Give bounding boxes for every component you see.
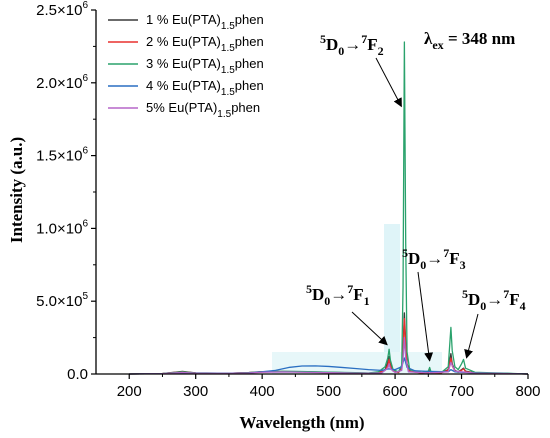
y-tick-label: 2.0×106 xyxy=(36,73,88,92)
x-axis-ticks: 200 300 400 500 600 700 800 xyxy=(117,374,541,400)
y-tick-label: 1.0×106 xyxy=(36,218,88,237)
x-tick-label: 800 xyxy=(515,383,540,400)
x-tick-label: 400 xyxy=(250,383,275,400)
annotation-arrow-f3 xyxy=(417,271,434,362)
legend-label-3: 3 % Eu(PTA)1.5phen xyxy=(146,56,264,76)
annotation-f3: 5D0→7F3 xyxy=(402,246,466,272)
x-tick-label: 200 xyxy=(117,383,142,400)
plot-area xyxy=(129,41,529,375)
annotations: 5D0→7F2 5D0→7F3 5D0→7F1 5D0→7F4 xyxy=(306,32,526,362)
x-tick-label: 600 xyxy=(383,383,408,400)
series-line-5 xyxy=(129,336,529,375)
x-tick-label: 700 xyxy=(449,383,474,400)
y-axis-title: Intensity (a.u.) xyxy=(7,137,26,243)
legend-label-2: 2 % Eu(PTA)1.5phen xyxy=(146,34,264,54)
legend-label-4: 4 % Eu(PTA)1.5phen xyxy=(146,78,264,98)
excitation-label: λex = 348 nm xyxy=(424,29,515,52)
annotation-f4: 5D0→7F4 xyxy=(462,287,526,313)
annotation-arrow-f1 xyxy=(351,311,388,346)
y-tick-label: 1.5×106 xyxy=(36,146,88,165)
y-tick-label: 2.5×106 xyxy=(36,0,88,19)
highlight-band-f2 xyxy=(384,224,400,374)
annotation-arrow-f2 xyxy=(375,57,402,108)
x-axis-title: Wavelength (nm) xyxy=(239,413,364,432)
x-tick-label: 500 xyxy=(316,383,341,400)
series-lines xyxy=(129,41,529,375)
y-tick-label: 0.0 xyxy=(67,366,88,383)
annotation-f1: 5D0→7F1 xyxy=(306,282,370,308)
x-tick-label: 300 xyxy=(183,383,208,400)
annotation-f2: 5D0→7F2 xyxy=(320,32,384,58)
y-tick-label: 5.0×105 xyxy=(36,291,88,310)
legend-label-5: 5% Eu(PTA)1.5phen xyxy=(146,100,260,120)
y-axis-ticks: 0.0 5.0×105 1.0×106 1.5×106 2.0×106 2.5×106 xyxy=(36,0,96,383)
excitation-wavelength: λex = 348 nm xyxy=(424,29,515,52)
annotation-arrow-f4 xyxy=(464,313,479,359)
legend-label-1: 1 % Eu(PTA)1.5phen xyxy=(146,12,264,32)
